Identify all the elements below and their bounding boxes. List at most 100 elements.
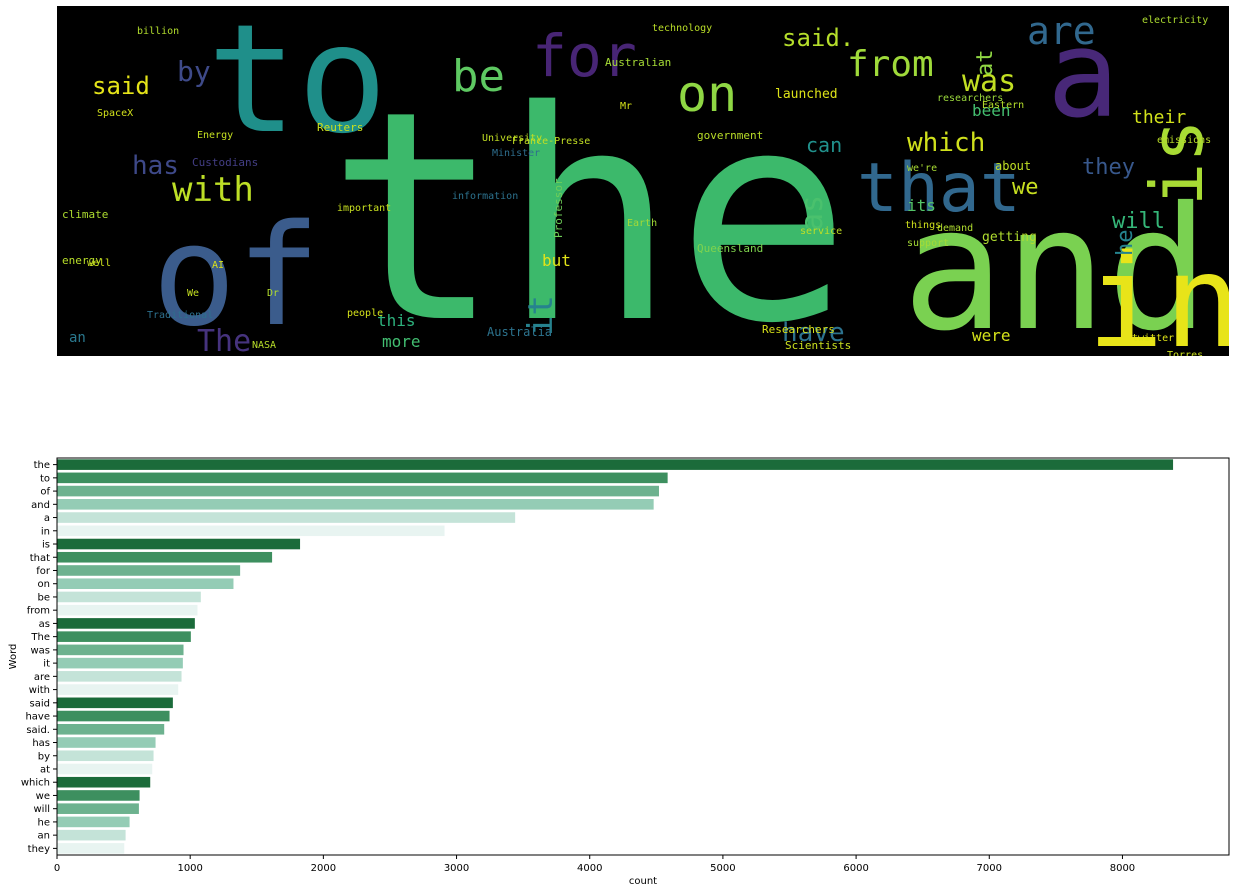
cloud-word: for (532, 22, 637, 90)
cloud-word: that (857, 149, 1021, 228)
cloud-word: service (800, 226, 842, 237)
x-tick-label: 6000 (843, 863, 868, 874)
cloud-word: technology (652, 23, 712, 34)
bar (57, 472, 668, 484)
cloud-word: climate (62, 208, 108, 221)
cloud-word: We (187, 288, 199, 299)
bar (57, 565, 241, 576)
bar (57, 591, 201, 603)
y-tick-label: be (38, 592, 51, 603)
cloud-word: with (172, 170, 254, 210)
cloud-word: as (795, 195, 830, 231)
bar (57, 829, 126, 841)
cloud-word: an (69, 330, 86, 346)
y-tick-label: and (31, 500, 50, 511)
y-tick-label: of (40, 487, 50, 498)
cloud-word: France-Presse (512, 136, 590, 147)
cloud-word: launched (775, 87, 838, 102)
y-tick-label: by (38, 751, 50, 762)
x-tick-label: 5000 (710, 863, 735, 874)
x-tick-label: 2000 (311, 863, 336, 874)
y-tick-label: The (30, 632, 50, 643)
cloud-word: Australia (487, 325, 552, 339)
bar (57, 710, 170, 722)
cloud-word: we (1012, 175, 1039, 200)
cloud-word: of (152, 195, 321, 356)
cloud-word: Researchers (762, 323, 835, 336)
bar (57, 750, 154, 762)
cloud-word: demand (937, 223, 973, 234)
x-tick-label: 8000 (1110, 863, 1135, 874)
cloud-word: things (905, 220, 941, 231)
cloud-word: are (1027, 9, 1096, 53)
y-tick-label: for (36, 566, 51, 577)
cloud-word: the (327, 50, 851, 356)
bar (57, 631, 191, 642)
y-tick-label: in (41, 526, 50, 537)
cloud-word: getting (982, 230, 1037, 245)
plot-frame (56, 457, 1230, 856)
x-tick-label: 1000 (177, 863, 202, 874)
y-tick-label: he (38, 817, 51, 828)
bar (57, 525, 445, 537)
cloud-word: twitter (1132, 333, 1174, 344)
cloud-word: we're (907, 163, 937, 174)
x-tick-label: 3000 (444, 863, 469, 874)
cloud-word: government (697, 129, 763, 142)
cloud-word: from (847, 44, 934, 85)
cloud-word: can (806, 133, 842, 157)
cloud-word: NASA (252, 340, 276, 351)
cloud-word: electricity (1142, 15, 1208, 26)
y-tick-label: at (40, 764, 50, 775)
x-tick-label: 0 (54, 863, 60, 874)
x-axis-title: count (629, 876, 657, 887)
cloud-word: in (1087, 228, 1229, 356)
cloud-word: its (907, 196, 936, 215)
y-tick-label: has (32, 738, 50, 749)
y-tick-label: they (28, 844, 50, 855)
y-tick-label: was (30, 645, 50, 656)
cloud-word: Custodians (192, 156, 258, 169)
cloud-word: on (677, 65, 737, 123)
cloud-word: billion (137, 26, 179, 37)
cloud-word: people (347, 308, 383, 319)
bars (57, 459, 1174, 854)
cloud-word: Eastern (982, 100, 1024, 111)
bar (57, 551, 273, 563)
cloud-word: Earth (627, 218, 657, 229)
cloud-word: were (972, 326, 1011, 345)
bar (57, 790, 140, 801)
y-tick-label: with (29, 685, 50, 696)
cloud-word: more (382, 332, 421, 351)
cloud-word: said. (782, 24, 854, 52)
cloud-word: will (1112, 209, 1165, 234)
cloud-word: by (177, 55, 211, 88)
cloud-word: this (377, 311, 416, 330)
cloud-word: they (1082, 155, 1135, 180)
cloud-word: University (482, 133, 542, 144)
bar (57, 499, 654, 510)
ticks: the to of and a in is that for on be from as The was it… (21, 460, 1135, 874)
cloud-word: about (995, 159, 1031, 173)
bar (57, 538, 301, 550)
y-tick-label: from (27, 606, 50, 617)
word-cloud: the and to of in a is that for on be from was are with… (57, 6, 1229, 356)
cloud-word: Mr (620, 101, 632, 112)
bar (57, 459, 1174, 470)
y-tick-label: the (34, 460, 50, 471)
cloud-word: support (907, 238, 949, 249)
cloud-word: have (782, 318, 845, 348)
bar (57, 578, 234, 590)
cloud-word: he (1113, 230, 1138, 257)
y-axis-title: Word (8, 644, 19, 670)
cloud-word: be (452, 51, 505, 102)
cloud-word: The (197, 324, 251, 356)
cloud-word: Australian (605, 56, 671, 69)
y-tick-label: said (30, 698, 50, 709)
bar (57, 604, 198, 616)
cloud-word: and (902, 171, 1209, 356)
bar (57, 843, 125, 854)
bar (57, 816, 130, 828)
